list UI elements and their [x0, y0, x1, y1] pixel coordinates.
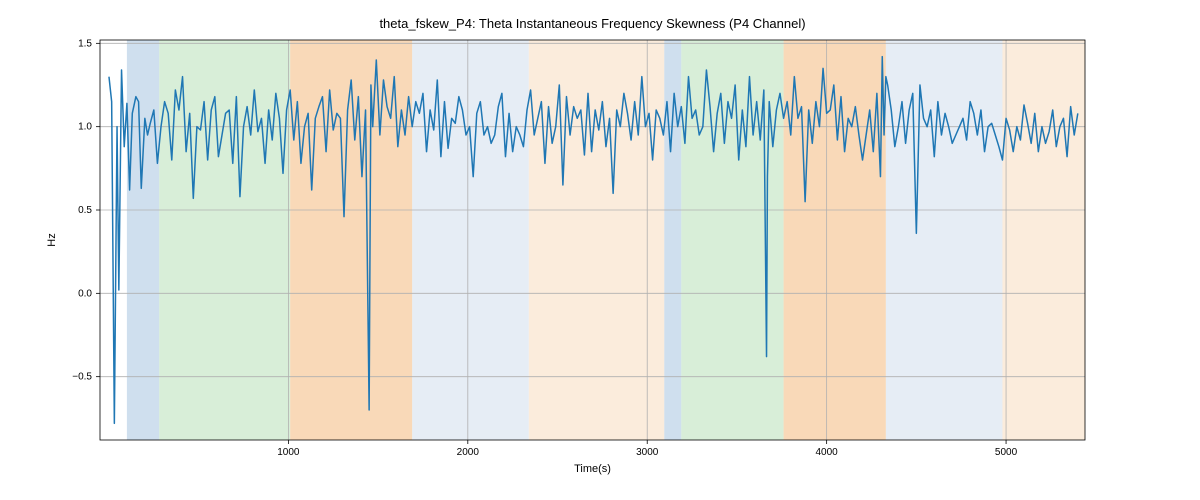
y-tick-label: 1.0 [78, 122, 92, 133]
x-axis-label: Time(s) [574, 463, 611, 475]
y-tick-label: 0.5 [78, 205, 92, 216]
x-tick-label: 4000 [816, 447, 839, 458]
y-axis-label: Hz [46, 233, 58, 246]
x-tick-label: 1000 [277, 447, 300, 458]
y-tick-label: 1.5 [78, 38, 92, 49]
y-tick-label: 0.0 [78, 288, 92, 299]
background-regions [127, 40, 1085, 440]
x-tick-label: 5000 [995, 447, 1018, 458]
chart-container: 1000 2000 3000 4000 5000 −0.5 0.0 0.5 1.0 1.5 Time… [0, 0, 1200, 500]
y-tick-label: −0.5 [72, 372, 92, 383]
chart-title: theta_fskew_P4: Theta Instantaneous Freq… [379, 16, 805, 31]
x-tick-label: 3000 [636, 447, 659, 458]
line-chart: 1000 2000 3000 4000 5000 −0.5 0.0 0.5 1.0 1.5 Time… [0, 0, 1200, 500]
x-tick-label: 2000 [457, 447, 480, 458]
